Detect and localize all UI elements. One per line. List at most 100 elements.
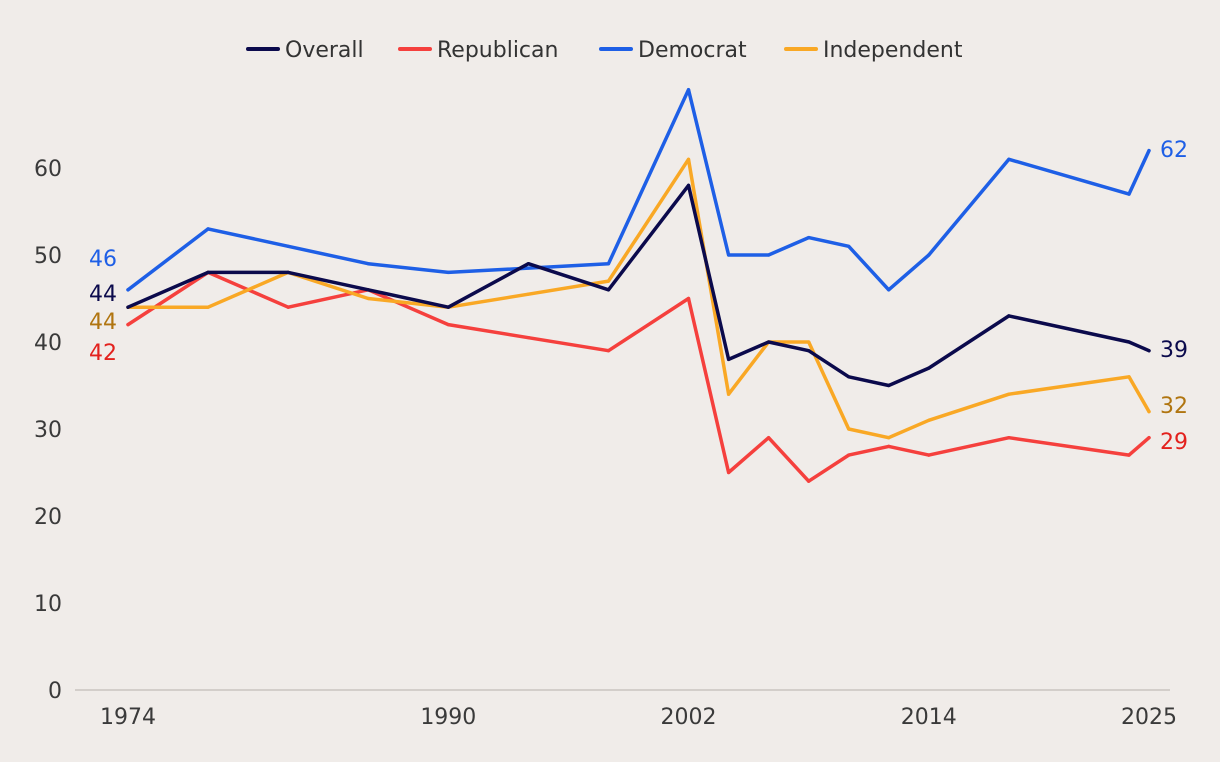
series-republican xyxy=(126,271,1150,483)
data-point xyxy=(1147,410,1150,413)
data-point xyxy=(807,480,810,483)
data-point xyxy=(807,340,810,343)
data-point xyxy=(206,227,209,230)
y-tick-label: 20 xyxy=(34,505,62,530)
series-democrat xyxy=(126,88,1150,291)
data-point xyxy=(847,454,850,457)
data-point xyxy=(767,253,770,256)
data-point xyxy=(1007,158,1010,161)
x-tick-label: 1974 xyxy=(100,705,156,730)
data-point xyxy=(607,349,610,352)
data-point xyxy=(687,297,690,300)
data-point xyxy=(927,367,930,370)
x-tick-label: 2002 xyxy=(661,705,717,730)
end-label-layer: 44 39 42 29 46 62 44 32 xyxy=(89,138,1188,455)
data-point xyxy=(1127,340,1130,343)
y-tick-label: 10 xyxy=(34,592,62,617)
data-point xyxy=(527,266,530,269)
data-point xyxy=(807,236,810,239)
start-label-republican: 42 xyxy=(89,341,117,366)
data-point xyxy=(927,419,930,422)
data-point xyxy=(687,88,690,91)
series-line-overall xyxy=(128,185,1149,385)
data-point xyxy=(847,245,850,248)
data-point xyxy=(367,297,370,300)
y-tick-label: 30 xyxy=(34,418,62,443)
data-point xyxy=(126,288,129,291)
data-point xyxy=(927,454,930,457)
y-tick-label: 40 xyxy=(34,331,62,356)
end-label-independent: 32 xyxy=(1160,394,1188,419)
y-tick-label: 60 xyxy=(34,157,62,182)
series-line-democrat xyxy=(128,90,1149,290)
series-line-republican xyxy=(128,272,1149,481)
end-label-democrat: 62 xyxy=(1160,138,1188,163)
data-point xyxy=(767,436,770,439)
axis-layer: 0 10 20 30 40 50 60 1974 1990 2002 2014 2025 xyxy=(34,157,1177,730)
data-point xyxy=(847,427,850,430)
data-point xyxy=(727,358,730,361)
data-point xyxy=(206,271,209,274)
data-point xyxy=(767,340,770,343)
series-overall xyxy=(126,184,1150,387)
legend-label: Democrat xyxy=(638,38,747,63)
data-point xyxy=(287,271,290,274)
data-point xyxy=(727,253,730,256)
data-point xyxy=(447,306,450,309)
data-point xyxy=(887,288,890,291)
data-point xyxy=(1127,193,1130,196)
line-chart: 0 10 20 30 40 50 60 1974 1990 2002 2014 2025 44 39 42… xyxy=(0,0,1220,762)
legend-label: Independent xyxy=(823,38,963,63)
data-point xyxy=(1147,349,1150,352)
y-tick-label: 0 xyxy=(48,679,62,704)
legend-item-democrat: Democrat xyxy=(601,38,747,63)
x-tick-label: 2025 xyxy=(1121,705,1177,730)
data-point xyxy=(206,306,209,309)
data-point xyxy=(607,288,610,291)
legend: Overall Republican Democrat Independent xyxy=(248,38,963,63)
data-point xyxy=(367,288,370,291)
data-point xyxy=(527,336,530,339)
data-point xyxy=(1127,375,1130,378)
data-point xyxy=(1147,436,1150,439)
data-point xyxy=(607,280,610,283)
start-label-overall: 44 xyxy=(89,282,117,307)
legend-label: Overall xyxy=(285,38,364,63)
start-label-independent: 44 xyxy=(89,310,117,335)
y-tick-label: 50 xyxy=(34,244,62,269)
data-point xyxy=(687,158,690,161)
data-point xyxy=(927,253,930,256)
data-point xyxy=(887,445,890,448)
data-point xyxy=(1147,149,1150,152)
data-point xyxy=(847,375,850,378)
x-tick-label: 1990 xyxy=(420,705,476,730)
data-point xyxy=(367,262,370,265)
data-point xyxy=(126,306,129,309)
data-point xyxy=(1007,314,1010,317)
legend-label: Republican xyxy=(437,38,558,63)
data-point xyxy=(1127,454,1130,457)
data-point xyxy=(887,384,890,387)
data-point xyxy=(727,471,730,474)
x-tick-label: 2014 xyxy=(901,705,957,730)
data-point xyxy=(607,262,610,265)
data-point xyxy=(527,262,530,265)
legend-item-independent: Independent xyxy=(786,38,963,63)
data-point xyxy=(1007,393,1010,396)
data-point xyxy=(687,184,690,187)
legend-item-republican: Republican xyxy=(400,38,558,63)
data-point xyxy=(287,245,290,248)
series-layer xyxy=(126,88,1150,483)
legend-item-overall: Overall xyxy=(248,38,364,63)
data-point xyxy=(447,271,450,274)
end-label-republican: 29 xyxy=(1160,430,1188,455)
data-point xyxy=(807,349,810,352)
data-point xyxy=(287,306,290,309)
data-point xyxy=(527,293,530,296)
data-point xyxy=(887,436,890,439)
data-point xyxy=(126,323,129,326)
start-label-democrat: 46 xyxy=(89,247,117,272)
data-point xyxy=(727,393,730,396)
end-label-overall: 39 xyxy=(1160,338,1188,363)
data-point xyxy=(447,323,450,326)
